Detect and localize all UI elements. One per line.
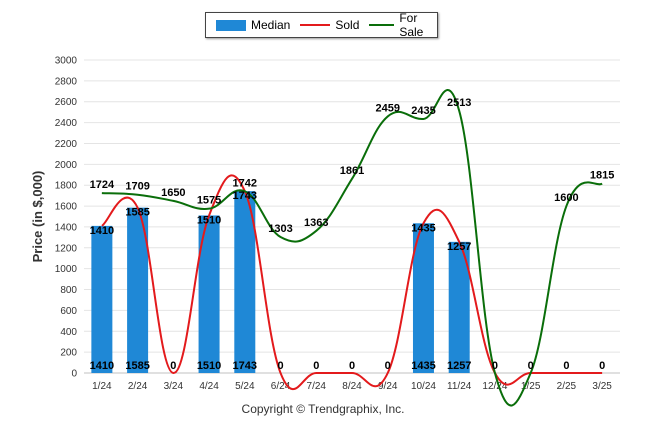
label-sold-bottom: 0 bbox=[385, 360, 391, 372]
y-tick-label: 0 bbox=[71, 369, 77, 380]
copyright-footer: Copyright © Trendgraphix, Inc. bbox=[241, 402, 405, 416]
legend-for-sale-swatch bbox=[369, 24, 395, 26]
label-for-sale: 1815 bbox=[590, 170, 614, 182]
legend-sold-label: Sold bbox=[335, 18, 360, 32]
label-for-sale: 1575 bbox=[197, 195, 221, 207]
y-tick-label: 2800 bbox=[55, 76, 78, 87]
x-tick-label: 2/24 bbox=[128, 381, 148, 392]
legend-median-label: Median bbox=[251, 18, 291, 32]
y-tick-label: 1600 bbox=[55, 202, 78, 213]
label-sold-bottom: 1435 bbox=[411, 360, 435, 372]
label-sold-bottom: 1510 bbox=[197, 360, 221, 372]
x-tick-label: 11/24 bbox=[447, 381, 472, 392]
label-for-sale: 1724 bbox=[90, 179, 115, 191]
label-for-sale: 1363 bbox=[304, 217, 328, 229]
legend-sold-swatch bbox=[300, 24, 331, 26]
y-tick-label: 1400 bbox=[55, 222, 78, 233]
legend-median-swatch bbox=[216, 19, 246, 31]
x-tick-label: 5/24 bbox=[235, 381, 255, 392]
x-tick-label: 3/25 bbox=[592, 381, 612, 392]
x-tick-label: 6/24 bbox=[271, 381, 291, 392]
legend-sold[interactable]: Sold bbox=[300, 18, 359, 32]
x-tick-label: 1/24 bbox=[92, 381, 112, 392]
y-tick-label: 1200 bbox=[55, 243, 78, 254]
line-sold bbox=[101, 174, 603, 391]
label-median-top: 1743 bbox=[233, 190, 257, 202]
label-median-top: 1257 bbox=[447, 241, 471, 253]
label-for-sale: 1600 bbox=[554, 192, 578, 204]
label-for-sale: 2513 bbox=[447, 97, 471, 109]
label-for-sale: 1303 bbox=[268, 223, 292, 235]
label-sold-bottom: 0 bbox=[599, 360, 605, 372]
bar-median bbox=[448, 241, 470, 373]
x-tick-label: 4/24 bbox=[199, 381, 219, 392]
label-median-top: 1510 bbox=[197, 214, 221, 226]
x-tick-label: 8/24 bbox=[342, 381, 362, 392]
y-tick-label: 800 bbox=[60, 285, 77, 296]
legend: Median Sold For Sale bbox=[205, 11, 438, 39]
label-for-sale: 1861 bbox=[340, 165, 364, 177]
bar-median bbox=[91, 225, 113, 373]
y-tick-label: 1000 bbox=[55, 264, 78, 275]
legend-for-sale[interactable]: For Sale bbox=[369, 11, 437, 39]
label-for-sale: 1742 bbox=[233, 177, 257, 189]
bar-median bbox=[198, 215, 220, 373]
bar-median bbox=[412, 223, 434, 373]
x-tick-label: 1/25 bbox=[521, 381, 541, 392]
label-sold-bottom: 0 bbox=[313, 360, 319, 372]
x-tick-label: 9/24 bbox=[378, 381, 398, 392]
label-sold-bottom: 0 bbox=[277, 360, 283, 372]
y-tick-label: 2000 bbox=[55, 160, 78, 171]
x-tick-label: 12/24 bbox=[482, 381, 507, 392]
bar-median bbox=[234, 191, 256, 373]
y-axis-title: Price (in $,000) bbox=[30, 171, 45, 263]
y-tick-label: 2600 bbox=[55, 97, 78, 108]
x-tick-label: 7/24 bbox=[307, 381, 327, 392]
y-tick-label: 2400 bbox=[55, 118, 78, 129]
y-tick-label: 3000 bbox=[55, 56, 78, 67]
x-tick-label: 3/24 bbox=[164, 381, 184, 392]
x-tick-label: 10/24 bbox=[411, 381, 436, 392]
line-for-sale bbox=[101, 89, 603, 407]
label-for-sale: 2435 bbox=[411, 105, 435, 117]
label-sold-bottom: 0 bbox=[349, 360, 355, 372]
legend-for-sale-label: For Sale bbox=[399, 11, 424, 39]
label-sold-bottom: 1257 bbox=[447, 360, 471, 372]
label-sold-bottom: 0 bbox=[528, 360, 534, 372]
y-tick-label: 600 bbox=[60, 306, 77, 317]
label-for-sale: 2459 bbox=[375, 102, 399, 114]
bar-median bbox=[127, 207, 149, 373]
y-tick-label: 2200 bbox=[55, 139, 78, 150]
y-tick-label: 400 bbox=[60, 327, 77, 338]
label-sold-bottom: 1743 bbox=[233, 360, 257, 372]
label-median-top: 1435 bbox=[411, 222, 435, 234]
label-for-sale: 1709 bbox=[125, 181, 149, 193]
label-sold-bottom: 0 bbox=[170, 360, 176, 372]
y-tick-label: 200 bbox=[60, 348, 77, 359]
label-median-top: 1585 bbox=[125, 207, 149, 219]
x-tick-label: 2/25 bbox=[557, 381, 577, 392]
label-sold-bottom: 1410 bbox=[90, 360, 114, 372]
legend-median[interactable]: Median bbox=[216, 18, 290, 32]
label-for-sale: 1650 bbox=[161, 187, 185, 199]
y-tick-label: 1800 bbox=[55, 181, 78, 192]
label-sold-bottom: 0 bbox=[563, 360, 569, 372]
label-median-top: 1410 bbox=[90, 225, 114, 237]
label-sold-bottom: 1585 bbox=[125, 360, 149, 372]
label-sold-bottom: 0 bbox=[492, 360, 498, 372]
